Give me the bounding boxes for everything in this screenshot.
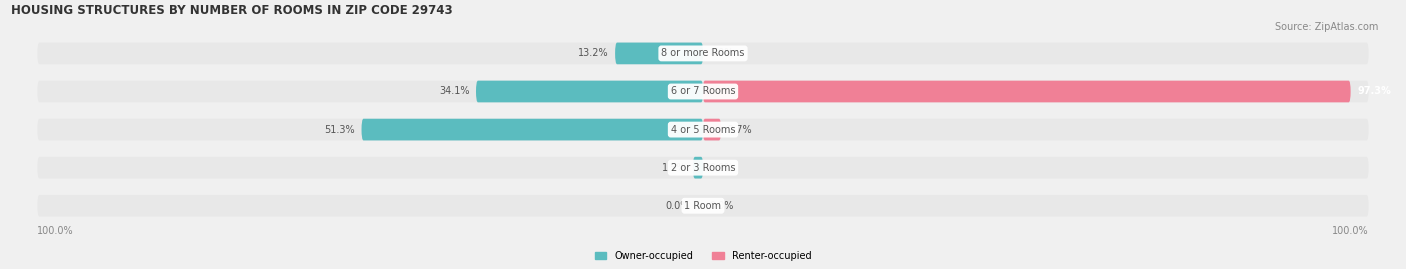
FancyBboxPatch shape xyxy=(38,195,1368,217)
FancyBboxPatch shape xyxy=(614,43,703,64)
FancyBboxPatch shape xyxy=(693,157,703,179)
Text: 0.0%: 0.0% xyxy=(710,163,734,173)
Text: 34.1%: 34.1% xyxy=(439,87,470,97)
Legend: Owner-occupied, Renter-occupied: Owner-occupied, Renter-occupied xyxy=(591,247,815,265)
FancyBboxPatch shape xyxy=(703,81,1351,102)
Text: 2.7%: 2.7% xyxy=(728,125,752,134)
FancyBboxPatch shape xyxy=(703,119,721,140)
FancyBboxPatch shape xyxy=(38,119,1368,140)
Text: 2 or 3 Rooms: 2 or 3 Rooms xyxy=(671,163,735,173)
FancyBboxPatch shape xyxy=(38,43,1368,64)
Text: HOUSING STRUCTURES BY NUMBER OF ROOMS IN ZIP CODE 29743: HOUSING STRUCTURES BY NUMBER OF ROOMS IN… xyxy=(11,4,453,17)
Text: 100.0%: 100.0% xyxy=(1331,225,1368,235)
Text: 51.3%: 51.3% xyxy=(325,125,354,134)
Text: 1 Room: 1 Room xyxy=(685,201,721,211)
Text: 0.0%: 0.0% xyxy=(665,201,690,211)
Text: 4 or 5 Rooms: 4 or 5 Rooms xyxy=(671,125,735,134)
Text: 8 or more Rooms: 8 or more Rooms xyxy=(661,48,745,58)
Text: 100.0%: 100.0% xyxy=(38,225,75,235)
Text: 97.3%: 97.3% xyxy=(1357,87,1391,97)
Text: Source: ZipAtlas.com: Source: ZipAtlas.com xyxy=(1274,22,1378,31)
FancyBboxPatch shape xyxy=(38,157,1368,179)
Text: 0.0%: 0.0% xyxy=(710,201,734,211)
FancyBboxPatch shape xyxy=(477,81,703,102)
Text: 1.5%: 1.5% xyxy=(662,163,686,173)
Text: 6 or 7 Rooms: 6 or 7 Rooms xyxy=(671,87,735,97)
Text: 13.2%: 13.2% xyxy=(578,48,609,58)
Text: 0.0%: 0.0% xyxy=(710,48,734,58)
FancyBboxPatch shape xyxy=(361,119,703,140)
FancyBboxPatch shape xyxy=(38,81,1368,102)
